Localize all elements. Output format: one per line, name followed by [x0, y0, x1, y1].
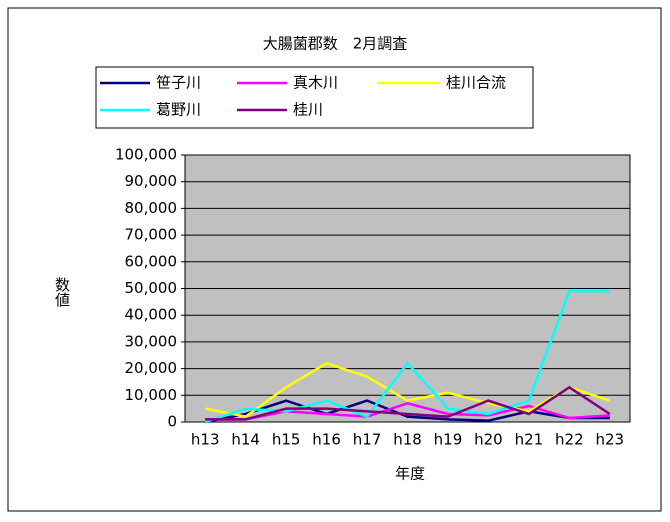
x-tick-label: h13: [191, 431, 220, 449]
y-tick-label: 90,000: [125, 172, 178, 190]
y-tick-label: 100,000: [115, 146, 177, 164]
y-tick-label: 60,000: [125, 252, 178, 270]
y-tick-label: 10,000: [125, 386, 178, 404]
legend-label: 桂川: [293, 101, 323, 119]
x-tick-label: h15: [272, 431, 301, 449]
y-tick-label: 80,000: [125, 199, 178, 217]
y-tick-label: 0: [167, 413, 177, 431]
series-line: [205, 402, 610, 421]
y-tick-label: 70,000: [125, 226, 178, 244]
x-tick-label: h22: [555, 431, 584, 449]
y-tick-label: 50,000: [125, 279, 178, 297]
y-axis-label: 数値: [53, 277, 71, 307]
x-tick-label: h21: [515, 431, 544, 449]
x-tick-label: h19: [434, 431, 463, 449]
x-tick-label: h14: [231, 431, 260, 449]
chart-title: 大腸菌郡数 2月調査: [263, 35, 408, 53]
legend-label: 葛野川: [156, 101, 201, 119]
y-tick-label: 40,000: [125, 306, 178, 324]
legend-label: 真木川: [293, 74, 338, 92]
x-tick-label: h18: [393, 431, 422, 449]
x-tick-label: h20: [474, 431, 503, 449]
x-axis-label: 年度: [395, 465, 425, 483]
series-line: [204, 399, 610, 424]
x-tick-label: h17: [353, 431, 382, 449]
series-line: [204, 289, 610, 424]
series-line: [205, 385, 611, 421]
x-tick-label: h23: [595, 431, 624, 449]
legend-label: 桂川合流: [446, 74, 506, 92]
legend-label: 笹子川: [156, 74, 201, 92]
legend: [95, 66, 534, 129]
x-tick-label: h16: [312, 431, 341, 449]
y-tick-label: 30,000: [125, 332, 178, 350]
y-tick-label: 20,000: [125, 359, 178, 377]
series-line: [204, 361, 611, 418]
